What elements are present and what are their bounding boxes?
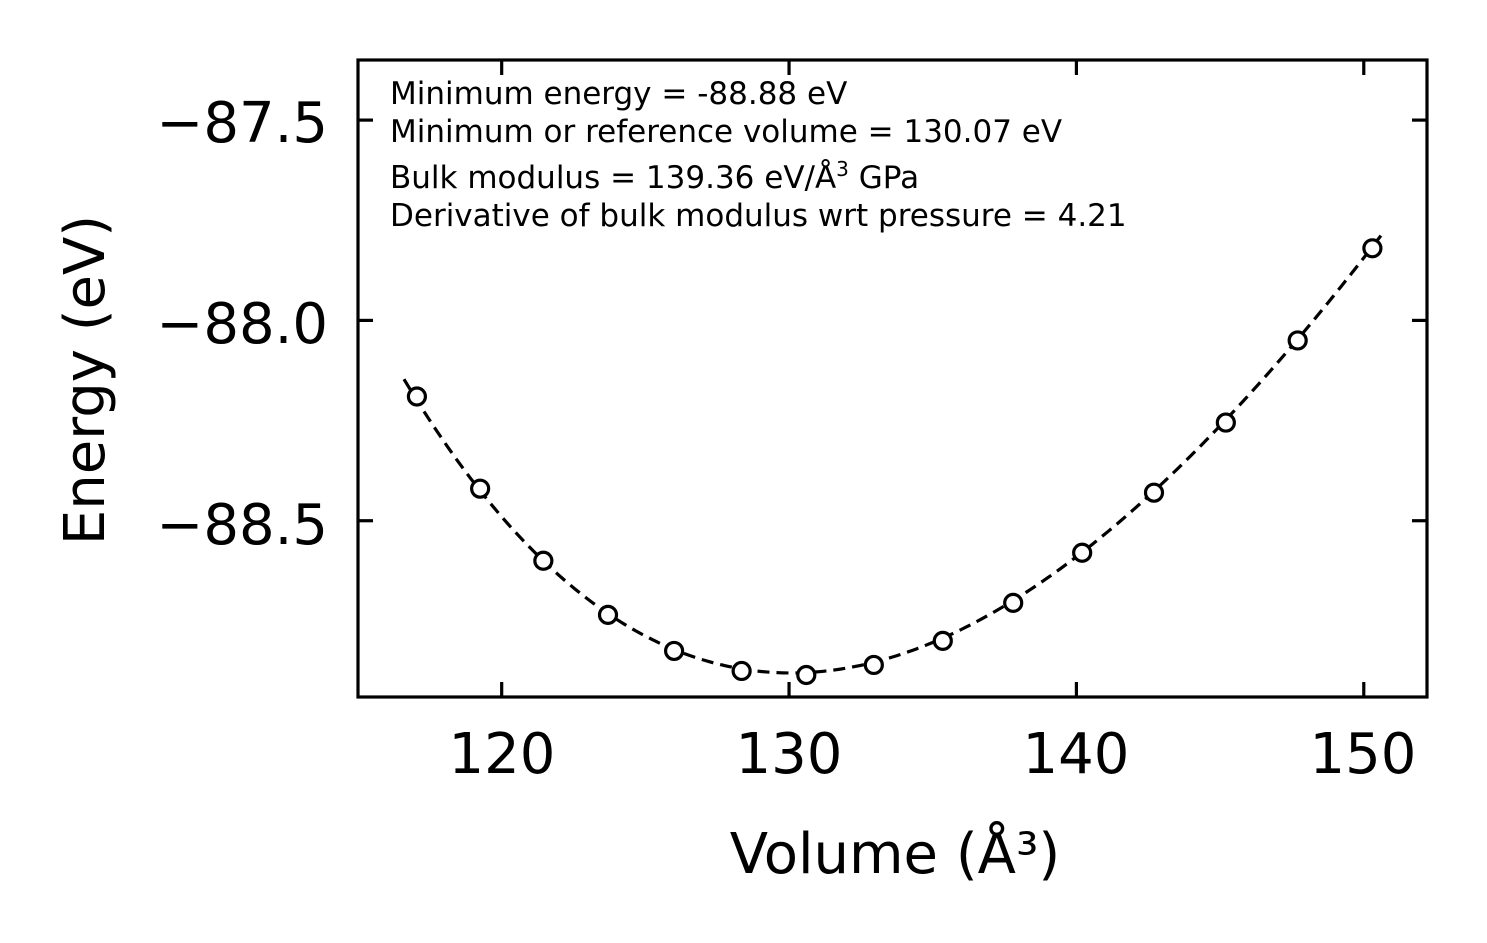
data-point bbox=[1362, 238, 1383, 259]
data-point bbox=[1003, 592, 1024, 613]
data-point bbox=[1143, 482, 1165, 503]
x-tick-label: 120 bbox=[449, 722, 556, 787]
data-point bbox=[796, 664, 817, 686]
annotation-min-volume: Minimum or reference volume = 130.07 eV bbox=[390, 114, 1062, 150]
data-point bbox=[664, 640, 685, 662]
data-point bbox=[863, 654, 884, 676]
x-tick-label: 140 bbox=[1023, 722, 1130, 787]
annotation-bulk-modulus-unit: GPa bbox=[849, 160, 919, 196]
data-point bbox=[533, 550, 554, 571]
y-axis-title: Energy (eV) bbox=[53, 215, 118, 545]
x-axis-ticks bbox=[500, 60, 1366, 697]
plot-frame bbox=[356, 58, 1429, 699]
data-point bbox=[731, 660, 752, 682]
fit-curve-layer bbox=[402, 234, 1383, 675]
data-point bbox=[470, 478, 491, 499]
y-tick-label: −88.5 bbox=[156, 493, 328, 558]
annotation-bulk-modulus-exponent: 3 bbox=[836, 157, 849, 181]
annotation-bulk-modulus-derivative: Derivative of bulk modulus wrt pressure … bbox=[390, 198, 1127, 234]
data-point bbox=[597, 604, 619, 625]
data-point bbox=[932, 630, 953, 652]
y-tick-label: −87.5 bbox=[156, 91, 328, 156]
x-axis-title: Volume (Å³) bbox=[730, 821, 1061, 887]
annotation-bulk-modulus: Bulk modulus = 139.36 eV/Å3 GPa bbox=[390, 157, 919, 196]
y-axis-ticks bbox=[358, 118, 1427, 523]
y-tick-label: −88.0 bbox=[156, 292, 328, 357]
annotation-bulk-modulus-main: Bulk modulus = 139.36 eV/Å bbox=[390, 160, 836, 196]
data-point bbox=[1072, 542, 1093, 563]
data-point bbox=[406, 386, 428, 407]
annotation-min-energy: Minimum energy = -88.88 eV bbox=[390, 76, 847, 112]
fit-line bbox=[402, 234, 1383, 675]
data-point bbox=[1287, 330, 1308, 351]
x-tick-label: 150 bbox=[1310, 722, 1417, 787]
data-point bbox=[1215, 412, 1236, 433]
data-points-layer bbox=[406, 238, 1383, 686]
x-tick-label: 130 bbox=[736, 722, 843, 787]
